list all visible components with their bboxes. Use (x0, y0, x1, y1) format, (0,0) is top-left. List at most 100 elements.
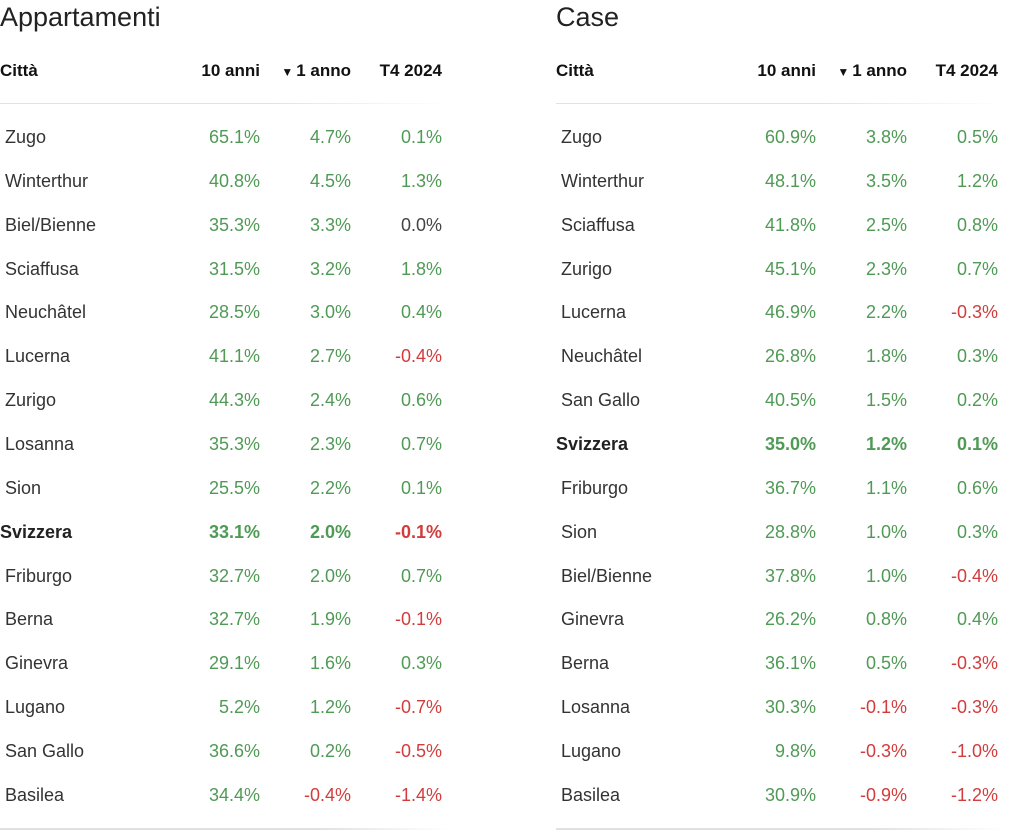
quarter-cell: 0.3% (956, 346, 998, 367)
table-row: Lucerna 41.1% 2.7% -0.4% (0, 334, 448, 378)
city-cell: Friburgo (561, 477, 629, 498)
quarter-cell: 1.3% (400, 170, 442, 191)
quarter-cell: 0.1% (400, 477, 442, 498)
city-cell: Zugo (561, 127, 603, 147)
quarter-cell: 0.5% (956, 127, 998, 147)
one-year-cell: -0.3% (859, 740, 907, 761)
city-cell: Berna (5, 609, 54, 630)
ten-years-cell: 65.1% (208, 127, 260, 147)
one-year-cell: 2.0% (309, 521, 351, 542)
table-row: Neuchâtel 26.8% 1.8% 0.3% (556, 334, 1004, 378)
table-row: Sciaffusa 41.8% 2.5% 0.8% (556, 203, 1004, 247)
city-cell: San Gallo (5, 740, 85, 761)
one-year-cell: -0.4% (303, 784, 351, 805)
ten-years-cell: 40.5% (764, 390, 816, 411)
city-cell: Winterthur (5, 170, 89, 191)
table-row: Ginevra 26.2% 0.8% 0.4% (556, 597, 1004, 641)
table-bottom-divider (0, 828, 448, 830)
city-cell: Lugano (561, 740, 622, 761)
col-header-1-year[interactable]: ▼ 1 anno (837, 56, 907, 87)
one-year-cell: -0.9% (859, 784, 907, 805)
one-year-cell: 4.7% (309, 127, 351, 147)
col-header-1-year[interactable]: ▼ 1 anno (281, 56, 351, 87)
city-cell: Zugo (5, 127, 47, 147)
table-row: Biel/Bienne 37.8% 1.0% -0.4% (556, 554, 1004, 598)
quarter-cell: -0.1% (394, 521, 442, 542)
one-year-cell: 4.5% (309, 170, 351, 191)
col-header-city[interactable]: Città (556, 61, 594, 80)
city-cell: Zurigo (5, 390, 57, 411)
apartments-panel: Appartamenti Città 10 anni ▼ 1 anno T4 20… (0, 0, 448, 832)
one-year-cell: 1.5% (865, 390, 907, 411)
quarter-cell: -0.5% (394, 740, 442, 761)
table-row: Basilea 34.4% -0.4% -1.4% (0, 773, 448, 817)
one-year-cell: 2.0% (309, 565, 351, 586)
city-cell: Lugano (5, 697, 66, 718)
ten-years-cell: 28.8% (764, 521, 816, 542)
table-row: Winterthur 48.1% 3.5% 1.2% (556, 159, 1004, 203)
city-cell: Losanna (5, 433, 75, 454)
apartments-table-header: Città 10 anni ▼ 1 anno T4 2024 (0, 56, 448, 88)
one-year-cell: 1.1% (865, 477, 907, 498)
one-year-cell: 0.8% (865, 609, 907, 630)
col-header-10-years[interactable]: 10 anni (201, 61, 260, 80)
sort-desc-icon: ▼ (837, 65, 850, 79)
quarter-cell: 0.4% (400, 302, 442, 323)
table-row: Lucerna 46.9% 2.2% -0.3% (556, 290, 1004, 334)
quarter-cell: -0.3% (950, 302, 998, 323)
quarter-cell: 0.3% (400, 653, 442, 674)
col-header-city[interactable]: Città (0, 61, 38, 80)
quarter-cell: -0.1% (394, 609, 442, 630)
table-row: Neuchâtel 28.5% 3.0% 0.4% (0, 290, 448, 334)
table-bottom-divider (556, 828, 1004, 830)
quarter-cell: -1.4% (394, 784, 442, 805)
one-year-cell: -0.1% (859, 697, 907, 718)
ten-years-cell: 41.1% (208, 346, 260, 367)
city-cell: Ginevra (561, 609, 625, 630)
col-header-quarter[interactable]: T4 2024 (379, 61, 442, 80)
city-cell: Svizzera (0, 521, 73, 542)
one-year-cell: 0.5% (865, 653, 907, 674)
ten-years-cell: 26.2% (764, 609, 816, 630)
quarter-cell: 0.1% (400, 127, 442, 147)
city-cell: Berna (561, 653, 610, 674)
table-row: Zugo 60.9% 3.8% 0.5% (556, 115, 1004, 159)
city-cell: San Gallo (561, 390, 641, 411)
ten-years-cell: 35.0% (764, 433, 816, 454)
quarter-cell: -0.7% (394, 697, 442, 718)
ten-years-cell: 35.3% (208, 214, 260, 235)
city-cell: Winterthur (561, 170, 645, 191)
city-cell: Biel/Bienne (5, 214, 97, 235)
quarter-cell: -0.4% (950, 565, 998, 586)
one-year-cell: 2.3% (865, 258, 907, 279)
apartments-title: Appartamenti (0, 2, 161, 32)
col-header-quarter[interactable]: T4 2024 (935, 61, 998, 80)
city-cell: Sion (5, 477, 42, 498)
col-header-10-years[interactable]: 10 anni (757, 61, 816, 80)
table-row: Winterthur 40.8% 4.5% 1.3% (0, 159, 448, 203)
ten-years-cell: 36.7% (764, 477, 816, 498)
houses-title: Case (556, 2, 620, 32)
city-cell: Svizzera (556, 433, 629, 454)
ten-years-cell: 9.8% (774, 740, 816, 761)
one-year-cell: 3.3% (309, 214, 351, 235)
one-year-cell: 1.0% (865, 565, 907, 586)
one-year-cell: 1.2% (309, 697, 351, 718)
city-cell: Basilea (561, 784, 621, 805)
quarter-cell: -0.3% (950, 697, 998, 718)
ten-years-cell: 48.1% (764, 170, 816, 191)
city-cell: Sciaffusa (5, 258, 79, 279)
one-year-cell: 3.2% (309, 258, 351, 279)
quarter-cell: -0.3% (950, 653, 998, 674)
col-header-1-year-label: 1 anno (852, 61, 907, 80)
ten-years-cell: 36.1% (764, 653, 816, 674)
one-year-cell: 3.5% (865, 170, 907, 191)
ten-years-cell: 29.1% (208, 653, 260, 674)
one-year-cell: 1.6% (309, 653, 351, 674)
one-year-cell: 2.3% (309, 433, 351, 454)
one-year-cell: 2.7% (309, 346, 351, 367)
ten-years-cell: 30.3% (764, 697, 816, 718)
one-year-cell: 2.2% (309, 477, 351, 498)
city-cell: Neuchâtel (561, 346, 643, 367)
quarter-cell: 0.6% (956, 477, 998, 498)
